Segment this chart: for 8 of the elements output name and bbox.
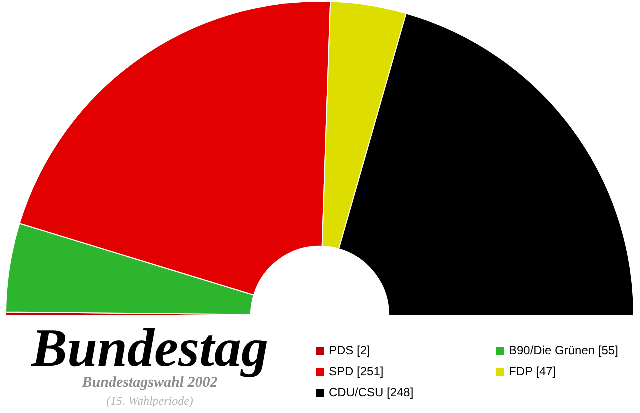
text: (15. Wahlperiode) [106,394,194,409]
text: Bundestagswahl 2002 [82,375,218,392]
legend-label: B90/Die Grünen [55] [509,343,618,358]
legend-label: CDU/CSU [248] [329,385,414,400]
legend-label: FDP [47] [509,364,556,378]
text: Bundestag [30,318,270,378]
legend-label: SPD [251] [329,364,384,378]
legend-label: PDS [2] [329,343,370,358]
